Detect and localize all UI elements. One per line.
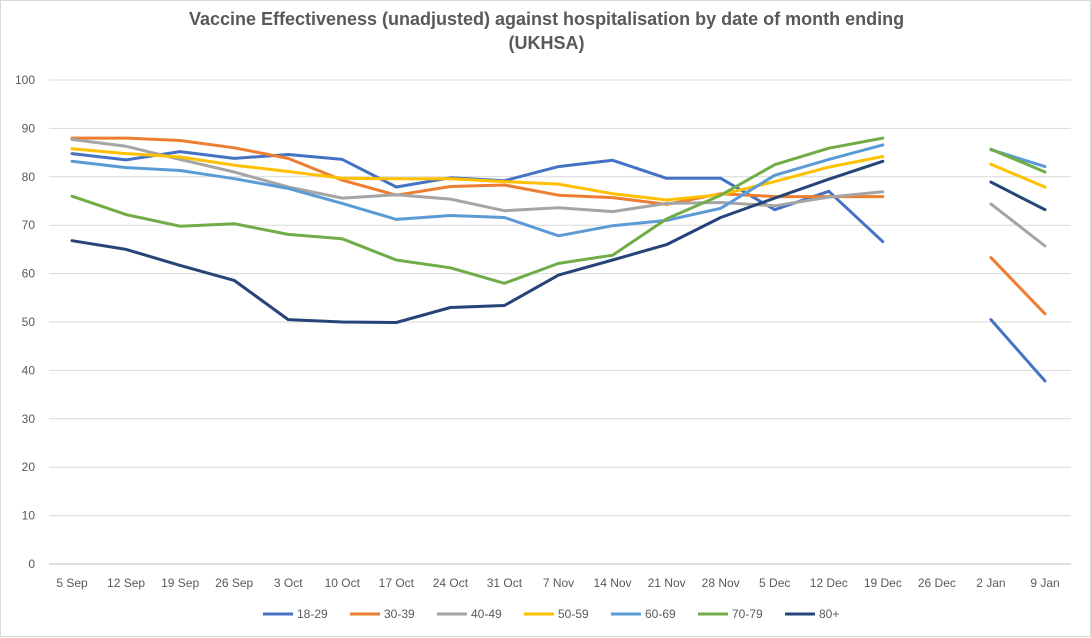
y-tick-label: 100 bbox=[15, 73, 35, 87]
x-tick-label: 21 Nov bbox=[648, 576, 686, 590]
y-tick-label: 90 bbox=[22, 121, 36, 135]
x-tick-label: 5 Dec bbox=[759, 576, 790, 590]
series-line-60-69 bbox=[70, 143, 1047, 238]
legend-label: 50-59 bbox=[558, 607, 589, 621]
x-tick-label: 31 Oct bbox=[487, 576, 523, 590]
x-tick-label: 24 Oct bbox=[433, 576, 469, 590]
series-line-80+ bbox=[70, 159, 1047, 324]
series-lines bbox=[70, 136, 1047, 383]
y-tick-label: 0 bbox=[28, 557, 35, 571]
series-line-18-29 bbox=[70, 150, 1047, 383]
legend-label: 18-29 bbox=[297, 607, 328, 621]
x-tick-label: 5 Sep bbox=[56, 576, 88, 590]
y-tick-label: 30 bbox=[22, 412, 36, 426]
y-tick-label: 80 bbox=[22, 170, 36, 184]
y-tick-label: 20 bbox=[22, 460, 36, 474]
x-tick-label: 14 Nov bbox=[594, 576, 632, 590]
chart-title-line-1: Vaccine Effectiveness (unadjusted) again… bbox=[188, 9, 905, 29]
y-tick-label: 50 bbox=[22, 315, 36, 329]
series-line-30-39 bbox=[70, 136, 1047, 316]
y-axis-ticks: 0 10 20 30 40 50 60 70 80 90 100 bbox=[15, 73, 35, 571]
legend: 18-29 30-39 40-49 50-59 60-69 70-79 80+ bbox=[263, 607, 839, 621]
series-line-70-79 bbox=[70, 136, 1047, 285]
legend-label: 30-39 bbox=[384, 607, 415, 621]
legend-label: 60-69 bbox=[645, 607, 676, 621]
x-tick-label: 26 Sep bbox=[215, 576, 253, 590]
x-tick-label: 7 Nov bbox=[543, 576, 574, 590]
legend-label: 70-79 bbox=[732, 607, 763, 621]
legend-label: 40-49 bbox=[471, 607, 502, 621]
x-tick-label: 17 Oct bbox=[379, 576, 415, 590]
legend-label: 80+ bbox=[819, 607, 839, 621]
x-tick-label: 28 Nov bbox=[702, 576, 740, 590]
x-tick-label: 19 Dec bbox=[864, 576, 902, 590]
y-tick-label: 40 bbox=[22, 363, 36, 377]
series-line-40-49 bbox=[70, 138, 1047, 248]
x-tick-label: 3 Oct bbox=[274, 576, 303, 590]
x-tick-label: 12 Dec bbox=[810, 576, 848, 590]
y-tick-label: 70 bbox=[22, 218, 36, 232]
x-tick-label: 10 Oct bbox=[325, 576, 361, 590]
chart-title-line-2: (UKHSA) bbox=[508, 33, 585, 53]
x-tick-label: 19 Sep bbox=[161, 576, 199, 590]
x-tick-label: 26 Dec bbox=[918, 576, 956, 590]
y-tick-label: 10 bbox=[22, 509, 36, 523]
x-tick-label: 9 Jan bbox=[1030, 576, 1059, 590]
x-tick-label: 12 Sep bbox=[107, 576, 145, 590]
y-tick-label: 60 bbox=[22, 267, 36, 281]
x-tick-label: 2 Jan bbox=[976, 576, 1005, 590]
series-line-50-59 bbox=[70, 147, 1047, 202]
gridlines bbox=[49, 79, 1071, 565]
chart-title: Vaccine Effectiveness (unadjusted) again… bbox=[1, 7, 1091, 55]
x-axis-ticks: 5 Sep 12 Sep 19 Sep 26 Sep 3 Oct 10 Oct 17 Oct… bbox=[56, 576, 1059, 590]
